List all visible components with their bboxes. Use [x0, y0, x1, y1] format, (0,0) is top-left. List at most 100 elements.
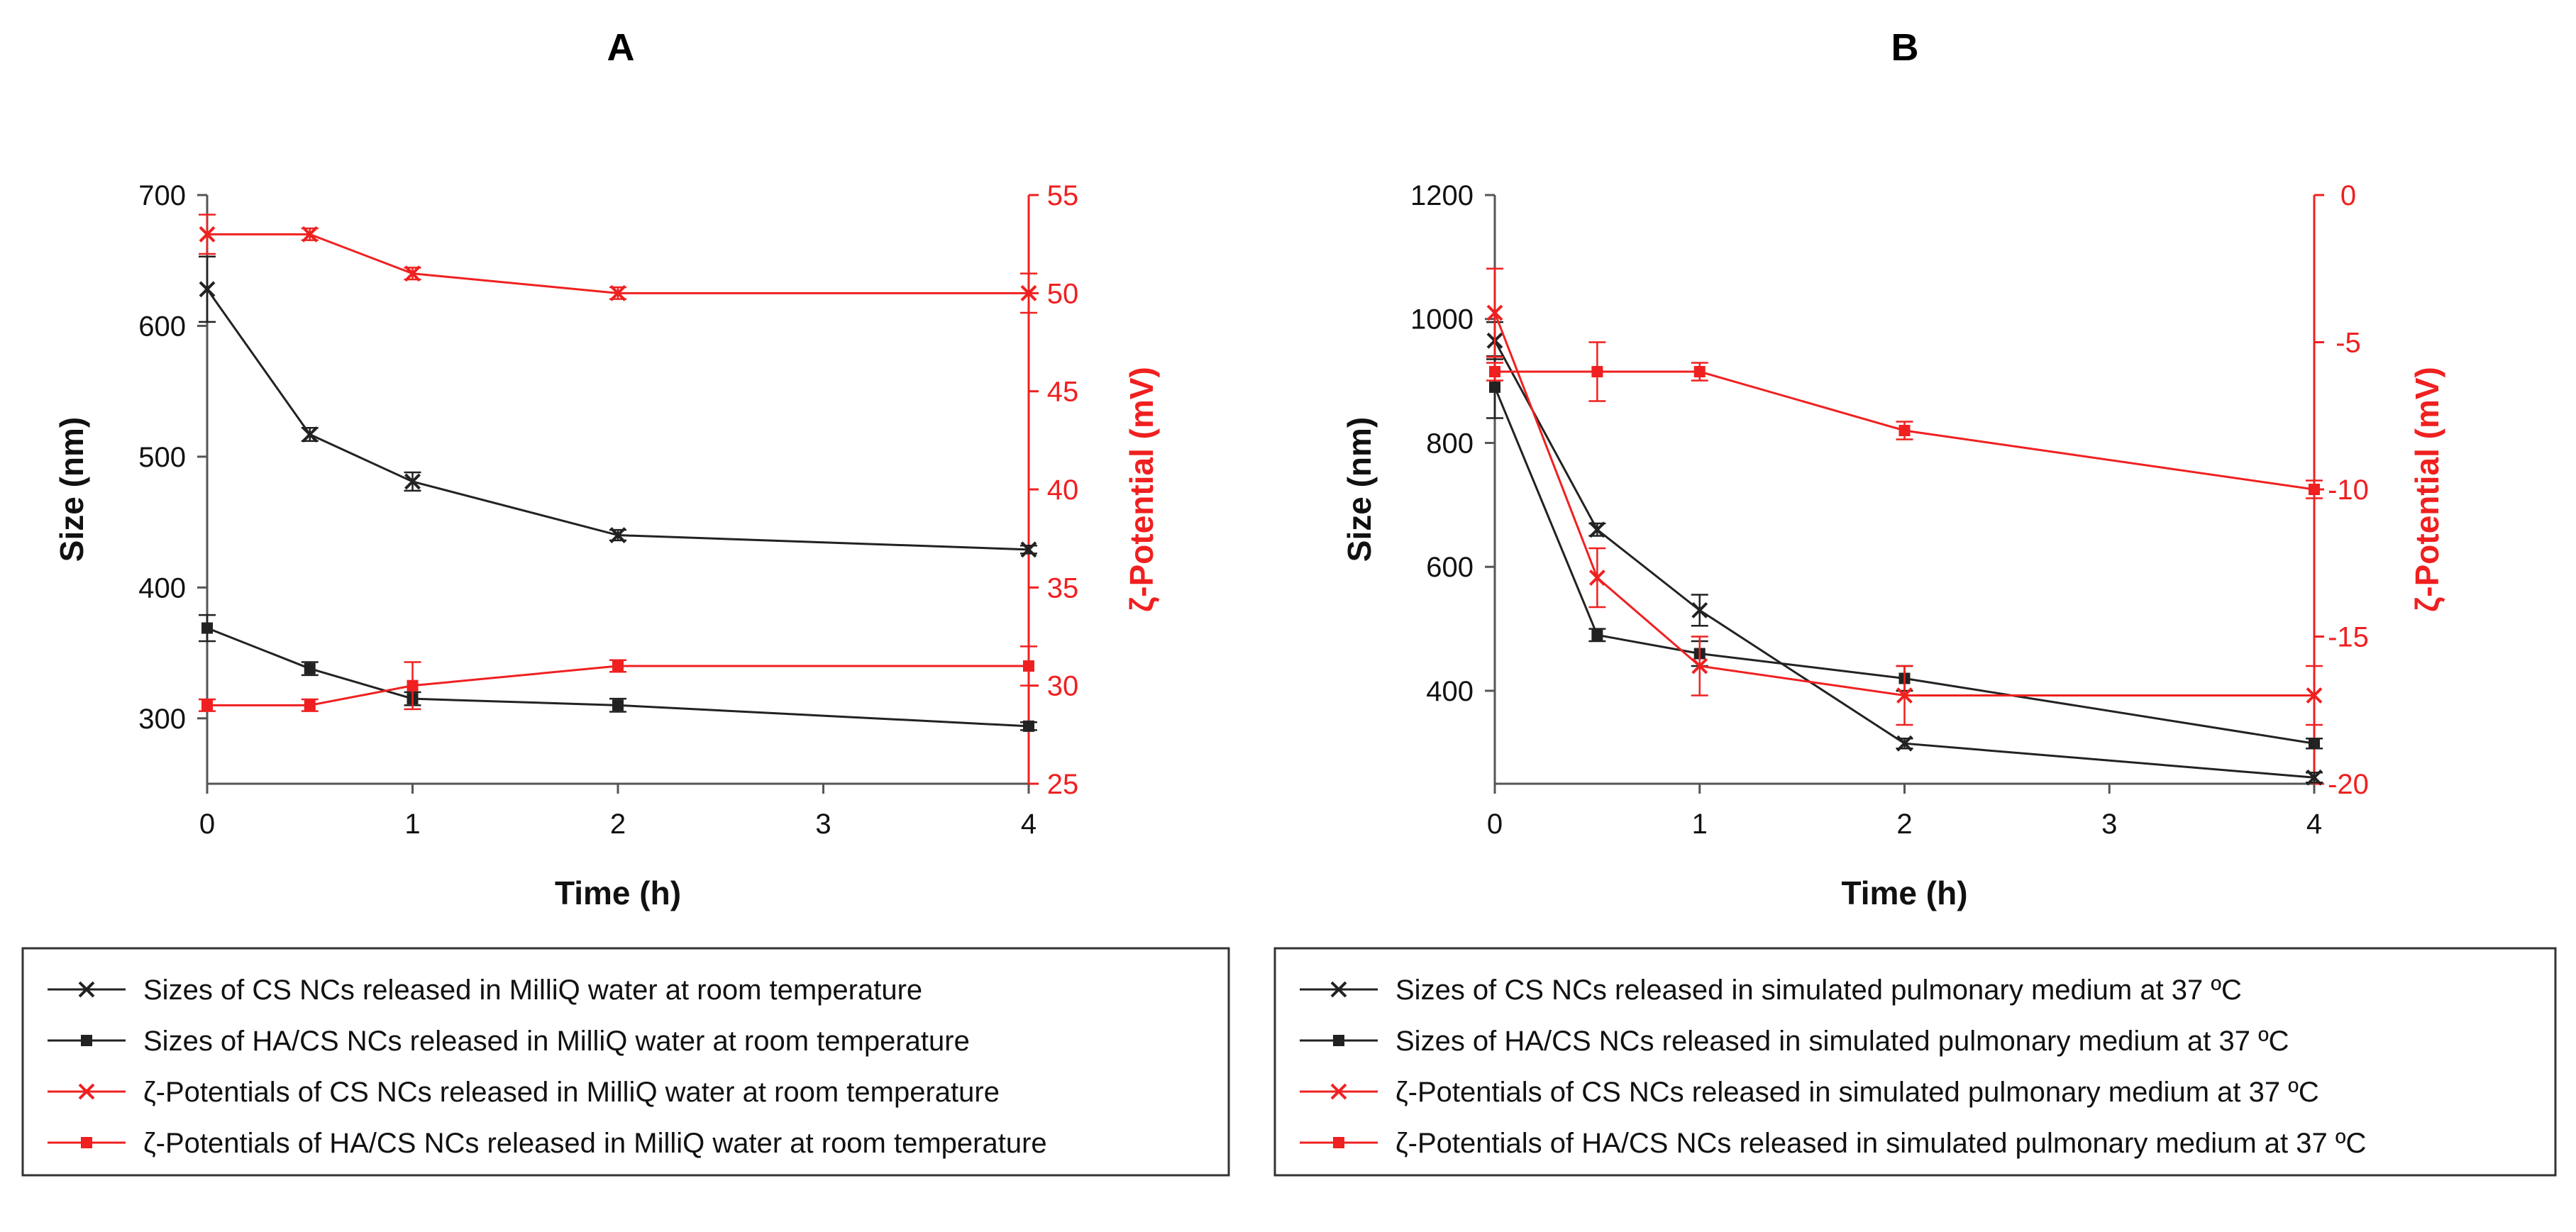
data-point-square-marker [612, 699, 624, 711]
legend: Sizes of CS NCs released in simulated pu… [1273, 947, 2557, 1177]
y-tick-label-left: 400 [1426, 676, 1474, 707]
marker-stroke [302, 226, 319, 243]
y-tick-label-left: 600 [1426, 552, 1474, 583]
marker-stroke [302, 426, 319, 443]
y-tick-label-left: 500 [138, 442, 186, 473]
data-point-square-marker [1591, 366, 1603, 377]
marker-stroke [1896, 735, 1913, 752]
marker-stroke [1020, 284, 1037, 301]
data-point-x-marker [1691, 657, 1708, 675]
data-point-square-marker [2309, 738, 2320, 750]
x-tick-label: 2 [1896, 809, 1912, 840]
data-point-x-marker [404, 473, 421, 490]
x-tick-label: 1 [404, 809, 420, 840]
y-tick-label-right: -5 [2335, 328, 2361, 359]
legend-label: Sizes of CS NCs released in MilliQ water… [143, 975, 922, 1006]
legend-x-marker [78, 981, 95, 998]
y-tick-label-left: 700 [138, 180, 186, 211]
panel-title: B [1891, 26, 1919, 69]
data-point-x-marker [609, 527, 626, 543]
x-tick-label: 3 [815, 809, 831, 840]
legend-label: Sizes of HA/CS NCs released in MilliQ wa… [143, 1026, 970, 1057]
series-2 [199, 614, 1037, 732]
legend-box [21, 947, 1230, 1177]
data-point-x-marker [302, 426, 319, 443]
y-tick-label-left: 1200 [1410, 180, 1474, 211]
x-tick-label: 3 [2101, 809, 2117, 840]
data-point-square-marker [1023, 720, 1034, 732]
legend-item: Sizes of HA/CS NCs released in simulated… [1300, 1026, 2289, 1057]
data-point-square-marker [1023, 660, 1034, 672]
legend-label: Sizes of HA/CS NCs released in simulated… [1395, 1026, 2289, 1057]
data-point-square-marker [2309, 484, 2320, 495]
marker-stroke [2306, 687, 2323, 704]
legend-label: ζ-Potentials of HA/CS NCs released in si… [1395, 1128, 2366, 1159]
x-tick-label: 4 [1021, 809, 1037, 840]
legend-item: ζ-Potentials of HA/CS NCs released in Mi… [48, 1128, 1047, 1159]
marker-stroke [609, 527, 626, 543]
data-point-square-marker [1591, 629, 1603, 641]
y-tick-label-left: 1000 [1410, 304, 1474, 335]
y-tick-label-right: -10 [2328, 475, 2369, 506]
y-tick-label-left: 800 [1426, 428, 1474, 459]
data-point-x-marker [404, 265, 421, 282]
y-tick-label-right: -20 [2328, 769, 2369, 800]
legend-label: Sizes of CS NCs released in simulated pu… [1395, 975, 2242, 1006]
series-1 [199, 255, 1037, 558]
legend-item: ζ-Potentials of CS NCs released in simul… [1300, 1077, 2319, 1108]
data-point-square-marker [201, 699, 213, 711]
legend-label: ζ-Potentials of CS NCs released in Milli… [143, 1077, 1000, 1108]
data-point-x-marker [609, 284, 626, 301]
legend-item: Sizes of CS NCs released in MilliQ water… [48, 975, 922, 1006]
legend-x-marker [1330, 981, 1347, 998]
marker-stroke [1896, 687, 1913, 704]
marker-stroke [404, 473, 421, 490]
data-point-square-marker [612, 660, 624, 672]
x-tick-label: 0 [199, 809, 215, 840]
data-point-x-marker [302, 226, 319, 243]
series-4 [1486, 341, 2323, 499]
x-tick-label: 0 [1487, 809, 1503, 840]
legend-item: ζ-Potentials of CS NCs released in Milli… [48, 1077, 1000, 1108]
data-point-square-marker [1489, 381, 1500, 393]
legend-square-marker [81, 1035, 92, 1046]
y-tick-label-right: 0 [2340, 180, 2356, 211]
data-point-square-marker [304, 699, 316, 711]
y-tick-label-right: 30 [1047, 671, 1079, 702]
legend-item: Sizes of CS NCs released in simulated pu… [1300, 975, 2242, 1006]
legend-item: Sizes of HA/CS NCs released in MilliQ wa… [48, 1026, 970, 1057]
legend-label: ζ-Potentials of CS NCs released in simul… [1395, 1077, 2319, 1108]
y-axis-title-left: Size (nm) [53, 417, 90, 562]
data-point-x-marker [1020, 541, 1037, 558]
y-tick-label-right: 25 [1047, 769, 1079, 800]
x-tick-label: 1 [1692, 809, 1708, 840]
y-tick-label-left: 400 [138, 572, 186, 604]
series-3 [199, 213, 1037, 314]
x-axis-title: Time (h) [1841, 875, 1967, 911]
y-axis-title-left: Size (nm) [1341, 417, 1378, 562]
series-line [206, 288, 1029, 551]
series-4 [199, 645, 1037, 712]
data-point-x-marker [1691, 601, 1708, 618]
y-tick-label-right: 50 [1047, 278, 1079, 309]
marker-stroke [609, 284, 626, 301]
chart-panel-b: B 0 1 2 3 4 400 600 800 1000 1200 0 -5 -10 -15 -20 Time … [1273, 26, 2557, 1177]
data-point-square-marker [201, 622, 213, 634]
data-point-x-marker [1020, 284, 1037, 301]
data-point-x-marker [1896, 687, 1913, 704]
data-point-x-marker [1588, 521, 1605, 538]
chart-panel-a: A 0 1 2 3 4 300 400 500 600 700 25 30 35 40 45 50 55 Time … [21, 26, 1230, 1177]
legend-square-marker [1333, 1035, 1344, 1046]
data-point-square-marker [1693, 366, 1706, 377]
y-tick-label-left: 600 [138, 311, 186, 342]
series-3 [1486, 267, 2323, 726]
marker-stroke [199, 281, 216, 298]
data-point-x-marker [1486, 304, 1503, 321]
legend-box [1273, 947, 2557, 1177]
marker-stroke [404, 265, 421, 282]
y-tick-label-right: -15 [2328, 622, 2369, 653]
x-tick-label: 4 [2306, 809, 2322, 840]
marker-stroke [1691, 601, 1708, 618]
legend-x-marker [1330, 1083, 1347, 1100]
marker-stroke [1486, 304, 1503, 321]
